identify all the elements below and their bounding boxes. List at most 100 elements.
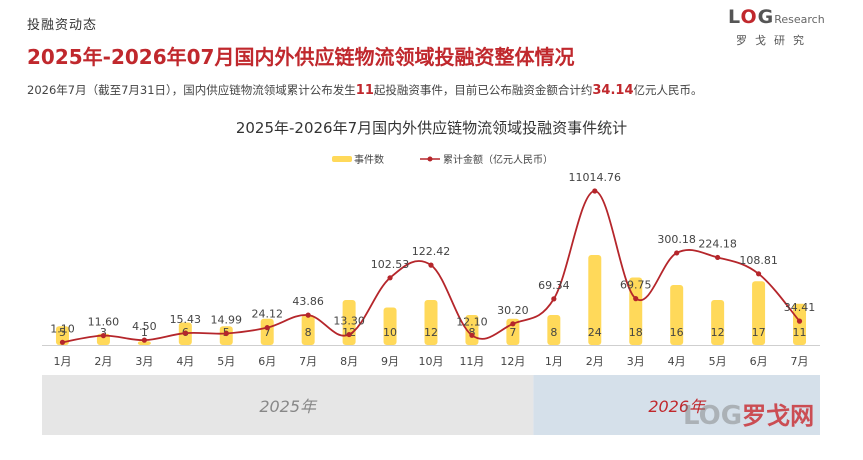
summary-part-1: 2026年7月（截至7月31日），国内供应链物流领域累计公布发生 xyxy=(27,83,356,97)
bar xyxy=(670,285,684,345)
line-value-label: 11.60 xyxy=(88,316,120,329)
line-point xyxy=(387,275,393,281)
x-tick-label: 3月 xyxy=(627,355,645,368)
x-tick-label: 11月 xyxy=(459,355,484,368)
x-tick-label: 8月 xyxy=(340,355,358,368)
bar-label: 11 xyxy=(793,326,807,339)
year-label: 2025年 xyxy=(259,397,318,416)
bar xyxy=(793,303,807,345)
logo-subtitle: 罗戈研究 xyxy=(736,34,812,47)
line-point xyxy=(469,332,475,338)
summary-events-count: 11 xyxy=(355,83,374,98)
summary-text: 2026年7月（截至7月31日），国内供应链物流领域累计公布发生11起投融资事件… xyxy=(27,82,703,98)
bar-label: 12 xyxy=(424,326,438,339)
bar-label: 10 xyxy=(383,326,397,339)
summary-part-3: 亿元人民币。 xyxy=(633,83,703,97)
line-value-label: 15.43 xyxy=(170,313,202,326)
line-value-label: 34.41 xyxy=(784,301,816,314)
line-point xyxy=(796,318,803,324)
logo-g: G xyxy=(757,6,775,28)
logo-wordmark: LOGResearch xyxy=(728,6,825,28)
x-tick-label: 4月 xyxy=(176,355,194,368)
bar-label: 17 xyxy=(752,326,766,339)
x-tick-label: 2月 xyxy=(94,355,112,368)
line-value-label: 14.99 xyxy=(211,313,243,326)
x-tick-label: 6月 xyxy=(258,355,276,368)
line-value-label: 43.86 xyxy=(292,295,324,308)
x-tick-label: 9月 xyxy=(381,355,399,368)
x-tick-label: 1月 xyxy=(53,355,71,368)
legend-swatch-bars xyxy=(332,156,352,162)
x-tick-label: 4月 xyxy=(668,355,686,368)
bar-label: 8 xyxy=(305,326,312,339)
bar-label: 3 xyxy=(100,326,107,339)
line-value-label: 122.42 xyxy=(412,245,451,258)
line-point xyxy=(223,330,229,337)
bar xyxy=(547,315,561,345)
line-point xyxy=(633,296,639,302)
line-point xyxy=(346,331,352,338)
bar-label: 7 xyxy=(509,326,516,339)
bar xyxy=(342,300,356,345)
section-label: 投融资动态 xyxy=(27,18,98,33)
year-band xyxy=(533,375,820,435)
line-value-label: 108.81 xyxy=(739,254,778,267)
line-value-label: 12.10 xyxy=(456,315,488,328)
logo-research: Research xyxy=(774,13,825,26)
summary-part-2: 起投融资事件，目前已公布融资金额合计约 xyxy=(373,83,593,97)
line-point xyxy=(182,330,188,336)
bar-label: 7 xyxy=(264,326,271,339)
line-value-label: 224.18 xyxy=(698,237,737,250)
line-value-label: 69.75 xyxy=(620,279,652,292)
bar xyxy=(383,307,397,345)
bar-label: 16 xyxy=(670,326,684,339)
watermark-cn: 罗戈网 xyxy=(742,402,815,430)
x-tick-label: 7月 xyxy=(299,355,317,368)
bar-label: 8 xyxy=(468,326,475,339)
bar xyxy=(301,315,315,345)
x-tick-label: 5月 xyxy=(709,355,727,368)
line-point xyxy=(592,188,598,194)
line-value-label: 24.12 xyxy=(251,308,283,321)
bar-label: 24 xyxy=(588,326,602,339)
line-value-label: 13.30 xyxy=(333,315,365,328)
legend-label-line: 累计金额（亿元人民币） xyxy=(443,153,553,166)
bar-label: 12 xyxy=(711,326,725,339)
bar xyxy=(137,341,151,345)
line-point xyxy=(674,250,680,256)
line-point xyxy=(715,254,721,261)
summary-amount: 34.14 xyxy=(592,83,634,98)
year-label: 2026年 xyxy=(648,397,707,416)
line-value-label: 11014.76 xyxy=(569,171,622,184)
bar xyxy=(260,318,274,345)
line-value-label: 1.10 xyxy=(50,322,75,335)
bar-label: 18 xyxy=(629,326,643,339)
x-tick-label: 5月 xyxy=(217,355,235,368)
bar-label: 1 xyxy=(141,326,148,339)
watermark: LOG罗戈网 xyxy=(683,396,814,431)
x-tick-label: 6月 xyxy=(750,355,768,368)
line-point xyxy=(755,271,762,277)
line-point xyxy=(264,325,270,331)
logo: LOGResearch 罗戈研究 xyxy=(728,6,838,52)
line-point xyxy=(141,337,147,343)
line-point xyxy=(100,333,107,339)
line-point xyxy=(428,262,434,268)
line-value-label: 102.53 xyxy=(371,258,410,271)
line-point xyxy=(510,321,516,327)
year-band xyxy=(42,375,534,435)
series-line xyxy=(62,190,801,344)
line-value-label: 300.18 xyxy=(657,233,696,246)
bar-label: 5 xyxy=(59,326,66,339)
bar xyxy=(588,255,602,345)
bar-label: 8 xyxy=(550,326,557,339)
line-point xyxy=(551,296,557,302)
x-tick-label: 10月 xyxy=(419,355,444,368)
x-tick-label: 1月 xyxy=(545,355,563,368)
x-tick-label: 3月 xyxy=(135,355,153,368)
legend-marker-line xyxy=(427,156,433,162)
x-tick-label: 12月 xyxy=(500,355,525,368)
line-value-label: 4.50 xyxy=(132,320,157,333)
chart-title: 2025年-2026年7月国内外供应链物流领域投融资事件统计 xyxy=(235,119,628,137)
